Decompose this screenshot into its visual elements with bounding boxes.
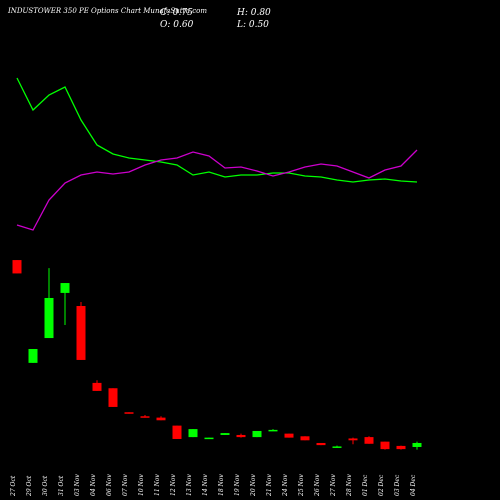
x-tick-label: 14 Nov (202, 474, 209, 496)
indicator-line (16, 77, 418, 183)
x-tick-label: 29 Oct (26, 475, 33, 497)
x-tick-label: 25 Nov (298, 474, 305, 497)
candle-body (284, 433, 294, 438)
x-tick-label: 18 Nov (218, 474, 225, 496)
info-low: L: 0.50 (236, 20, 269, 30)
candle-body (60, 283, 70, 293)
candle-body (268, 429, 278, 432)
indicator-line (16, 149, 418, 231)
x-tick-label: 31 Oct (58, 475, 65, 496)
candle-body (156, 417, 166, 421)
candle-body (412, 442, 422, 447)
x-tick-label: 01 Dec (362, 474, 369, 496)
x-tick-label: 20 Nov (250, 474, 257, 497)
x-tick-label: 21 Nov (266, 474, 273, 497)
info-high: H: 0.80 (236, 8, 271, 18)
candle-body (348, 438, 358, 441)
candle-body (28, 348, 38, 363)
candle-body (252, 430, 262, 438)
candle-body (44, 297, 54, 339)
x-tick-label: 27 Nov (330, 474, 337, 497)
x-tick-label: 02 Dec (378, 474, 385, 496)
candle-body (316, 442, 326, 446)
candle-body (172, 425, 182, 439)
candle-body (76, 306, 86, 360)
x-tick-label: 26 Nov (314, 474, 321, 497)
candle-body (332, 446, 342, 448)
candle-body (220, 433, 230, 435)
candle-body (204, 437, 214, 440)
x-tick-label: 27 Oct (10, 475, 17, 497)
candle-body (12, 260, 22, 274)
candle-body (300, 436, 310, 441)
candle-body (364, 437, 374, 444)
x-tick-label: 13 Nov (186, 474, 193, 496)
x-tick-label: 19 Nov (234, 474, 241, 496)
x-tick-label: 06 Nov (106, 474, 113, 496)
candle-body (92, 382, 102, 391)
x-tick-label: 04 Dec (410, 474, 417, 496)
info-close: C: 0.75 (160, 8, 193, 18)
x-tick-label: 03 Nov (74, 474, 81, 496)
x-tick-label: 03 Dec (394, 474, 401, 496)
x-tick-label: 04 Nov (90, 474, 97, 496)
x-tick-label: 24 Nov (282, 474, 289, 497)
candle-body (236, 434, 246, 438)
candle-body (396, 445, 406, 450)
x-tick-label: 07 Nov (122, 474, 129, 496)
info-open: O: 0.60 (160, 20, 194, 30)
x-tick-label: 12 Nov (170, 474, 177, 496)
x-tick-label: 11 Nov (154, 474, 161, 496)
candle-body (380, 441, 390, 450)
candle-body (124, 412, 134, 414)
candle-body (108, 388, 118, 407)
x-tick-label: 30 Oct (42, 475, 49, 496)
candle-body (140, 416, 150, 418)
x-tick-label: 28 Nov (346, 474, 353, 497)
x-tick-label: 10 Nov (138, 474, 145, 496)
candle-body (188, 429, 198, 438)
chart-title: INDUSTOWER 350 PE Options Chart MunafaSu… (7, 7, 207, 15)
